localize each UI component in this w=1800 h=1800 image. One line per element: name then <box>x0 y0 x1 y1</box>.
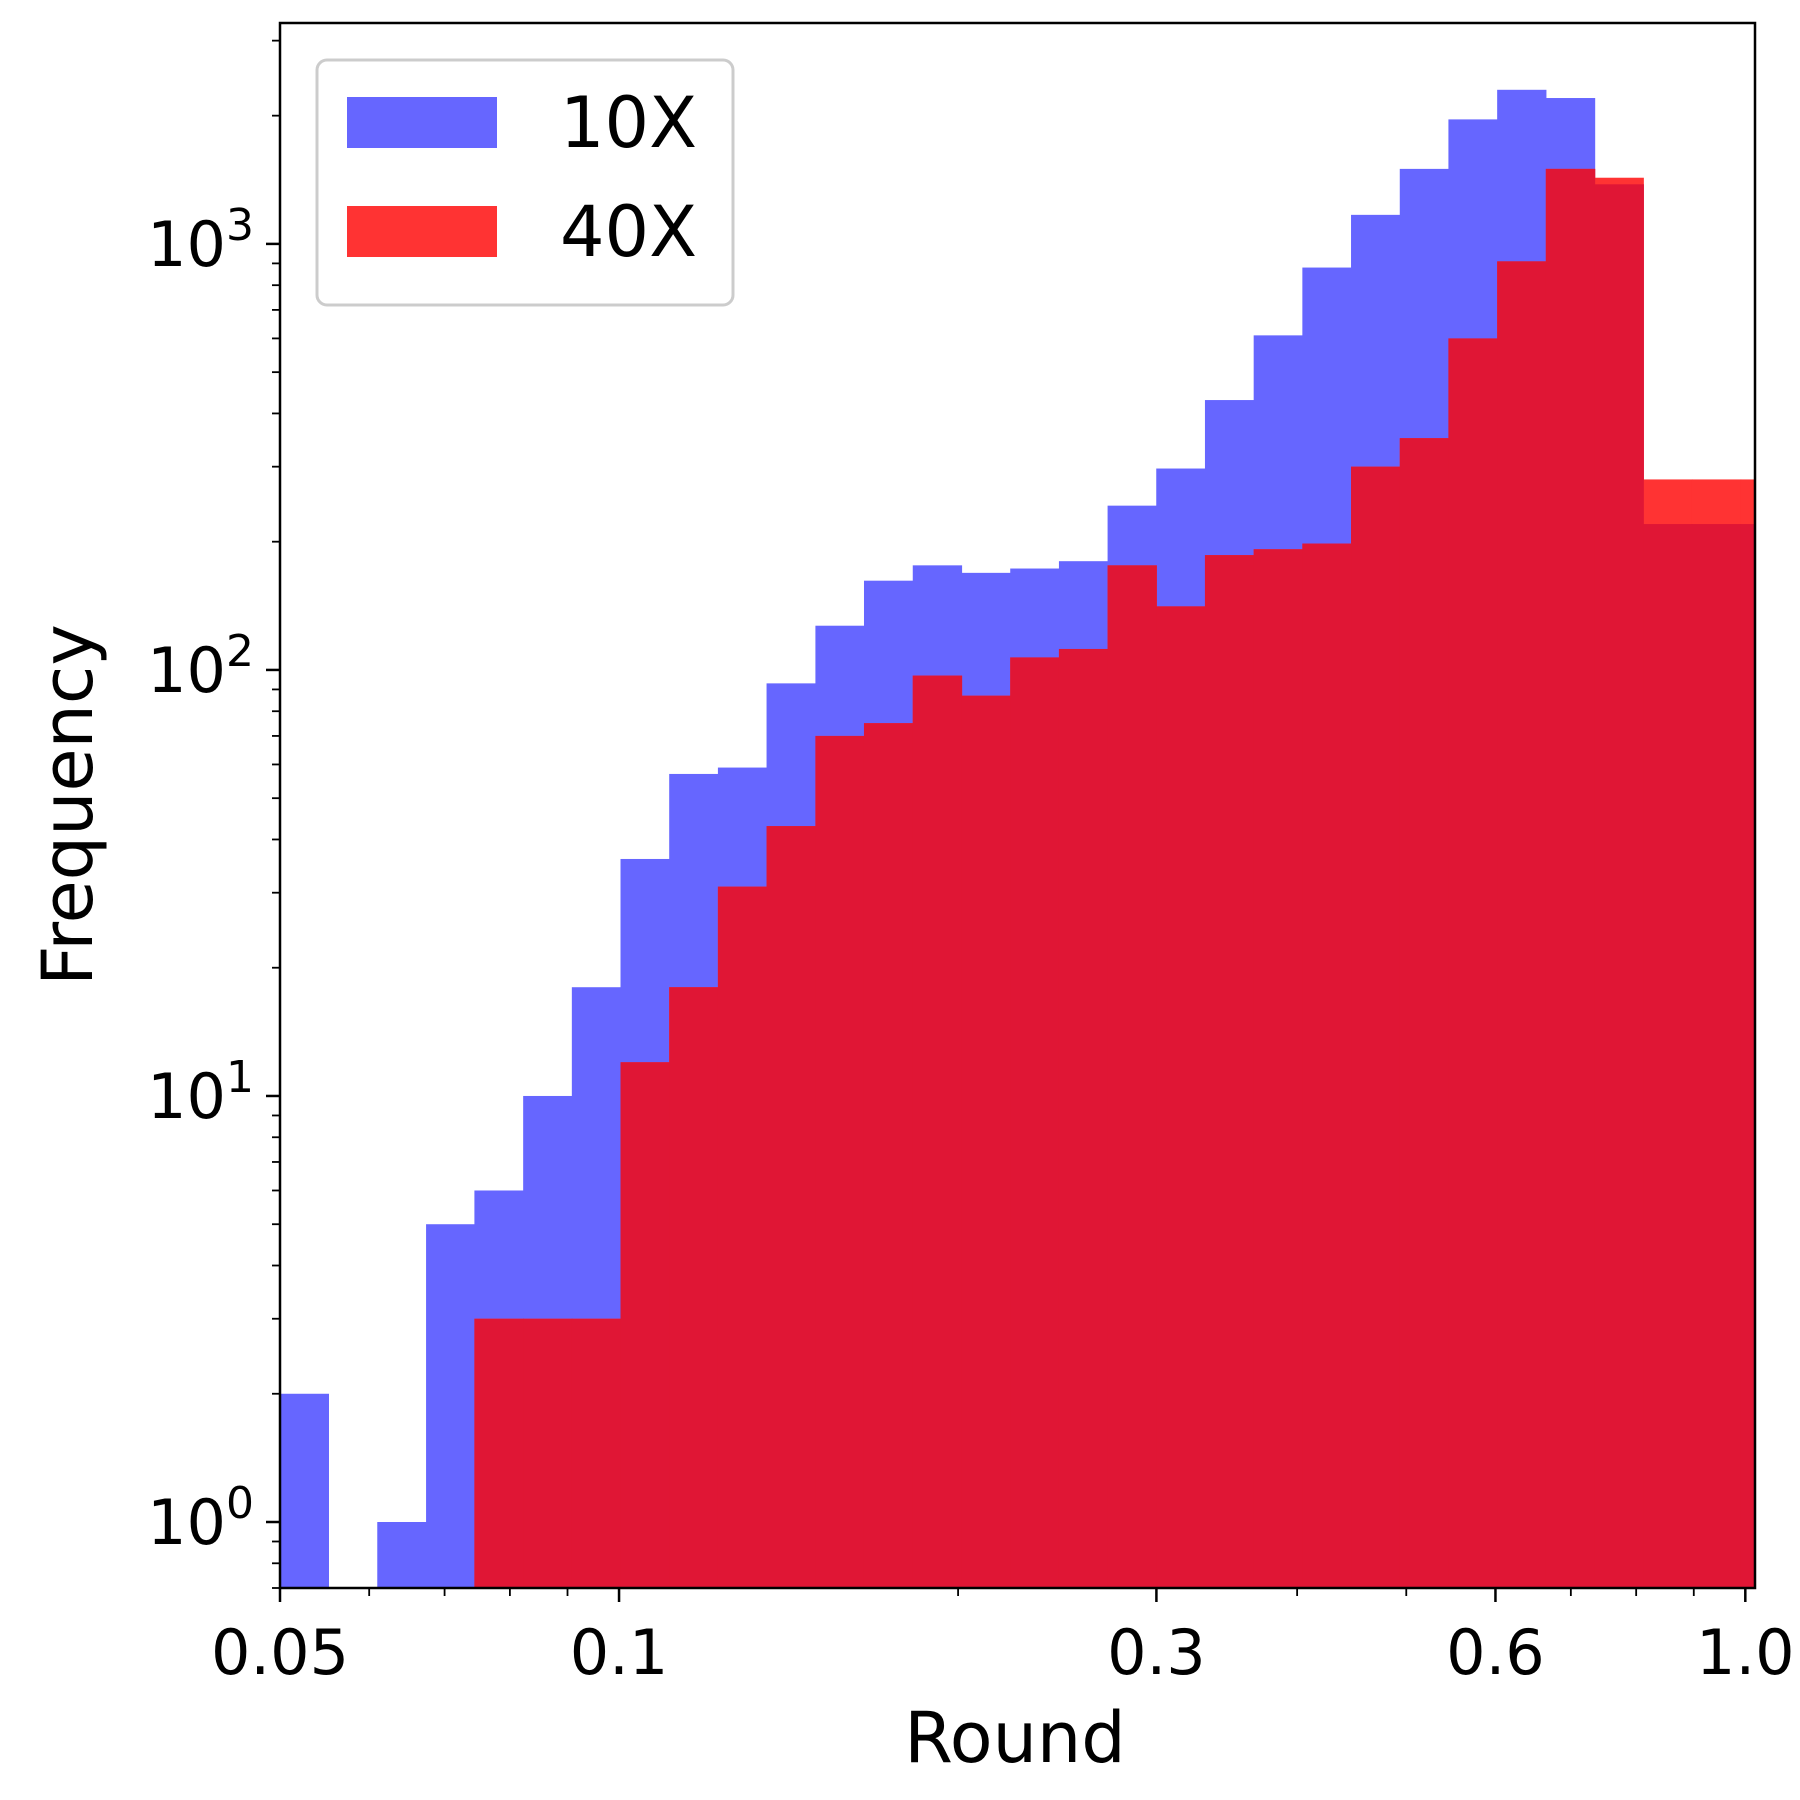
bar-overlap <box>669 987 719 1588</box>
y-tick-label: 102 <box>147 626 254 707</box>
x-axis-label: Round <box>904 1697 1125 1779</box>
y-axis-label: Frequency <box>27 624 109 986</box>
legend-swatch-40x <box>347 206 497 257</box>
bar-overlap <box>1448 338 1498 1588</box>
overlap-bars <box>474 168 1756 1589</box>
bar-overlap <box>815 735 865 1588</box>
y-tick-label: 101 <box>147 1052 254 1133</box>
legend-label-10x: 10X <box>560 82 697 164</box>
bar-10x <box>377 1522 427 1588</box>
bar-overlap <box>912 675 963 1588</box>
legend-swatch-10x <box>347 97 497 148</box>
x-tick-label: 0.6 <box>1446 1616 1545 1689</box>
bar-overlap <box>1351 466 1401 1588</box>
y-tick-base: 10 <box>147 208 226 281</box>
bar-overlap <box>1399 438 1450 1588</box>
bar-overlap <box>1302 543 1352 1588</box>
bar-overlap <box>620 1062 670 1588</box>
y-tick-exponent: 1 <box>226 1052 254 1103</box>
y-tick-base: 10 <box>147 1486 226 1559</box>
y-tick-exponent: 2 <box>226 626 254 677</box>
bar-overlap <box>1594 184 1644 1589</box>
x-tick-label: 0.05 <box>211 1616 349 1689</box>
bar-overlap <box>1107 565 1157 1588</box>
bar-overlap <box>1253 549 1303 1588</box>
x-axis: 0.05 0.1 0.3 0.6 1.0 <box>211 1588 1795 1689</box>
bar-overlap <box>717 886 768 1588</box>
bar-overlap <box>1204 555 1255 1588</box>
bar-overlap <box>571 1318 622 1588</box>
bar-overlap <box>863 723 914 1588</box>
bar-10x <box>426 1224 475 1588</box>
bar-overlap <box>1691 524 1742 1588</box>
y-tick-label: 103 <box>147 200 254 281</box>
bar-10x <box>280 1393 329 1588</box>
legend-label-40x: 40X <box>560 191 697 273</box>
plot-frame <box>278 21 1757 1590</box>
bar-overlap <box>1643 524 1693 1588</box>
bar-overlap <box>766 826 817 1588</box>
bar-overlap <box>1740 524 1756 1588</box>
bar-overlap <box>474 1318 524 1588</box>
bar-overlap <box>961 695 1011 1588</box>
bar-overlap <box>1156 606 1206 1588</box>
y-tick-exponent: 3 <box>226 200 254 251</box>
x-tick-label: 0.3 <box>1107 1616 1206 1689</box>
y-tick-exponent: 0 <box>226 1478 254 1529</box>
y-tick-base: 10 <box>147 634 226 707</box>
bar-overlap <box>1545 168 1596 1589</box>
legend: 10X 40X <box>315 58 735 307</box>
bar-overlap <box>1497 261 1547 1589</box>
y-tick-base: 10 <box>147 1060 226 1133</box>
y-tick-label: 100 <box>147 1478 254 1559</box>
bar-overlap <box>523 1318 573 1588</box>
bar-overlap <box>1058 648 1109 1588</box>
bar-overlap <box>1010 657 1060 1588</box>
x-tick-label: 0.1 <box>570 1616 669 1689</box>
x-tick-label: 1.0 <box>1696 1616 1795 1689</box>
